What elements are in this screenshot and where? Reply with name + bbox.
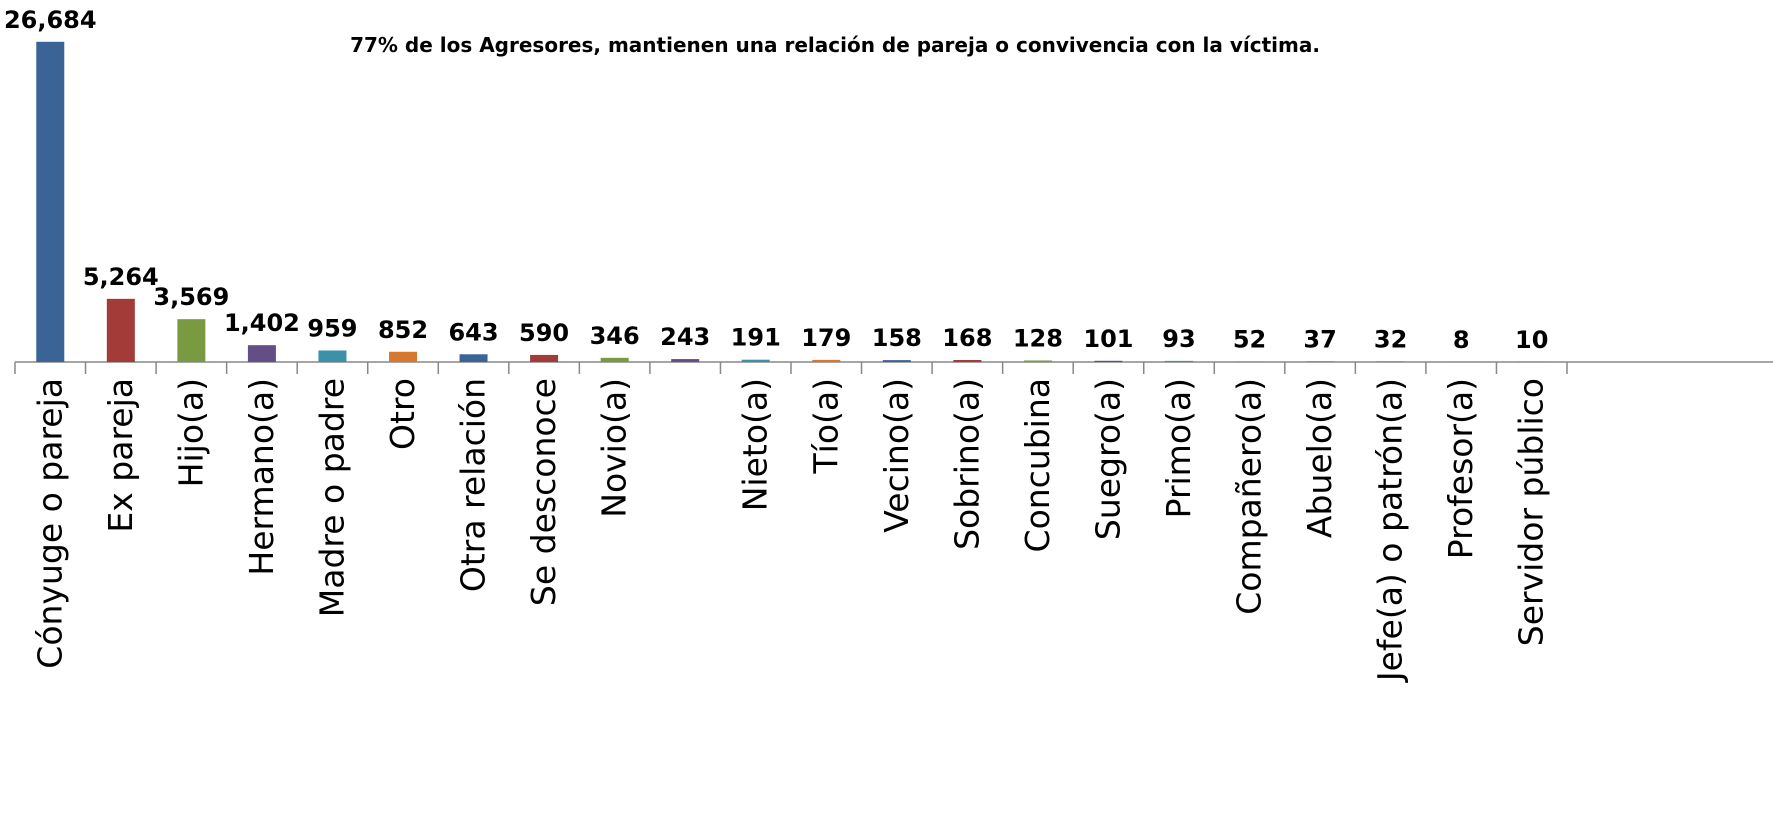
x-tick-label: Primo(a) xyxy=(1159,378,1198,518)
x-tick-label: Otra relación xyxy=(454,378,493,592)
bar xyxy=(1023,360,1052,362)
x-tick-label: Novio(a) xyxy=(595,378,634,518)
value-label: 26,684 xyxy=(4,6,97,34)
value-label: 959 xyxy=(307,314,357,342)
bar xyxy=(953,359,982,362)
bar xyxy=(177,319,206,362)
value-label: 168 xyxy=(942,324,992,352)
value-label: 101 xyxy=(1083,325,1133,353)
bar xyxy=(36,41,65,363)
bar xyxy=(389,351,417,362)
x-tick-label: Ex pareja xyxy=(101,378,140,533)
value-label: 128 xyxy=(1013,324,1063,352)
x-tick-label: Sobrino(a) xyxy=(947,378,986,550)
bar xyxy=(600,357,629,362)
x-tick-label: Abuelo(a) xyxy=(1300,378,1339,538)
x-tick-label: Tío(a) xyxy=(806,378,845,475)
bar xyxy=(671,359,700,362)
x-tick-label: Servidor público xyxy=(1512,378,1551,646)
value-label: 1,402 xyxy=(224,309,300,337)
x-tick-label: Profesor(a) xyxy=(1441,378,1480,559)
x-tick-label: Cónyuge o pareja xyxy=(30,378,69,669)
x-tick-label: Hijo(a) xyxy=(171,378,210,487)
value-label: 590 xyxy=(519,319,569,347)
bar xyxy=(1094,360,1123,362)
x-tick-label: Jefe(a) o patrón(a) xyxy=(1371,378,1410,683)
bar xyxy=(106,298,135,362)
value-label: 8 xyxy=(1453,326,1470,354)
value-label: 191 xyxy=(731,324,781,352)
x-tick-label: Madre o padre xyxy=(312,378,351,617)
value-label: 93 xyxy=(1162,325,1195,353)
x-tick-label: Otro xyxy=(383,378,422,450)
value-label: 852 xyxy=(378,316,428,344)
x-tick-label: Se desconoce xyxy=(524,378,563,606)
value-label: 158 xyxy=(872,324,922,352)
x-tick-label: Concubina xyxy=(1018,378,1057,552)
value-label: 32 xyxy=(1374,326,1407,354)
value-label: 3,569 xyxy=(153,283,229,311)
x-tick-label: Suegro(a) xyxy=(1088,378,1127,540)
value-label: 243 xyxy=(660,323,710,351)
chart-title: 77% de los Agresores, mantienen una rela… xyxy=(350,33,1320,57)
bar xyxy=(882,360,911,362)
value-label: 643 xyxy=(448,318,498,346)
bar xyxy=(247,345,276,362)
value-label: 52 xyxy=(1233,325,1266,353)
value-label: 5,264 xyxy=(83,263,159,291)
value-label: 179 xyxy=(801,324,851,352)
bar xyxy=(318,350,347,362)
x-tick-label: Vecino(a) xyxy=(877,378,916,533)
bar xyxy=(1235,361,1264,362)
bar xyxy=(1165,360,1193,362)
bar xyxy=(459,354,488,362)
bar xyxy=(741,359,770,362)
value-label: 346 xyxy=(590,322,640,350)
x-tick-label: Compañero(a) xyxy=(1230,378,1269,615)
bar xyxy=(812,359,841,362)
x-tick-label: Nieto(a) xyxy=(736,378,775,511)
x-tick-label: Hermano(a) xyxy=(242,378,281,576)
value-label: 37 xyxy=(1303,326,1336,354)
bar xyxy=(530,354,559,362)
value-label: 10 xyxy=(1515,326,1548,354)
